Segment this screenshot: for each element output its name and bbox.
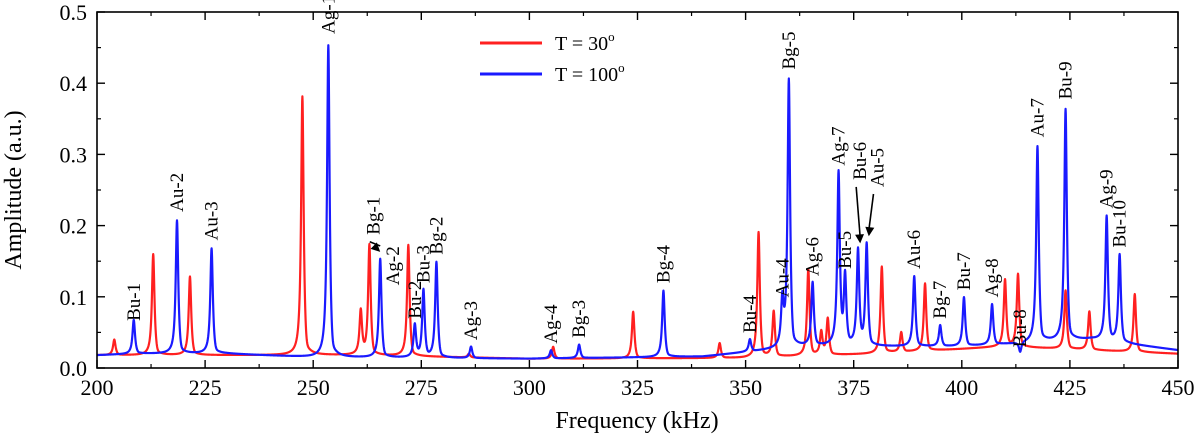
peak-label: Bu-8: [1010, 309, 1031, 347]
peak-label: Au-7: [1028, 98, 1049, 137]
peak-label: Au-5: [868, 148, 889, 187]
peak-label: Ag-1: [318, 0, 339, 34]
peak-label: Ag-4: [541, 304, 562, 344]
annotation-arrow-head: [855, 234, 864, 244]
peak-label: Au-4: [772, 258, 793, 298]
peak-label: Ag-7: [829, 127, 850, 166]
annotation-layer: Bu-1 Au-2 Au-3 Ag-1 Bg-1 Ag-2Bu-2Bu-3Bg-2 Ag-3…: [124, 0, 1131, 347]
legend-degree-superscript: o: [618, 60, 625, 75]
x-tick-label: 375: [837, 375, 870, 400]
legend-label-text: T = 30: [555, 33, 608, 55]
legend-label-text: T = 100: [555, 64, 618, 86]
peak-label: Bu-10: [1110, 200, 1131, 248]
annotation-arrow-line: [855, 186, 861, 238]
axis-layer: 200 225 250 275 300 325 350 375 400 425 450 0.0 0.1 0…: [60, 0, 1195, 400]
peak-label: Bg-5: [779, 32, 800, 70]
x-tick-label: 350: [729, 375, 762, 400]
y-tick-label: 0.3: [60, 142, 88, 167]
peak-label: Bg-3: [569, 300, 590, 338]
x-tick-label: 300: [513, 375, 546, 400]
series-2-group: [96, 44, 1179, 360]
y-tick-label: 0.5: [60, 0, 88, 25]
x-tick-label: 450: [1162, 375, 1195, 400]
series-layer: [96, 44, 1179, 360]
peak-label: Bu-6: [850, 142, 871, 180]
x-tick-label: 425: [1053, 375, 1086, 400]
peak-label: Bg-1: [364, 197, 385, 235]
peak-label: Bg-7: [930, 281, 951, 319]
y-tick-label: 0.4: [60, 71, 88, 96]
y-tick-label: 0.0: [60, 356, 88, 381]
peak-label: Bu-4: [740, 295, 761, 334]
peak-label: Bu-3: [414, 245, 435, 283]
x-tick-label: 250: [297, 375, 330, 400]
peak-label: Au-3: [202, 201, 223, 240]
peak-label: Bu-2: [405, 281, 426, 319]
peak-label: Ag-2: [383, 246, 404, 285]
peak-label: Bu-9: [1056, 61, 1077, 99]
peak-label: Ag-9: [1097, 169, 1118, 208]
peak-label: Bu-5: [835, 231, 856, 269]
peak-label: Au-6: [904, 230, 925, 269]
annotation-arrow-line: [868, 193, 875, 231]
peak-label: Bu-7: [954, 252, 975, 290]
annotation-arrow-head: [370, 242, 381, 252]
legend-label-2: T = 100o: [555, 60, 625, 86]
x-tick-label: 200: [81, 375, 114, 400]
annotation-arrow-head: [865, 226, 875, 237]
peak-label: Bu-1: [124, 283, 145, 321]
x-tick-label: 225: [189, 375, 222, 400]
x-tick-label: 275: [405, 375, 438, 400]
peak-label: Bg-2: [426, 217, 447, 255]
series-2-line: [96, 44, 1179, 360]
annotation-arrow-line: [369, 240, 381, 247]
x-tick-label: 325: [621, 375, 654, 400]
y-tick-label: 0.1: [60, 285, 88, 310]
x-axis-title: Frequency (kHz): [555, 408, 718, 434]
legend-label-1: T = 30o: [555, 29, 615, 55]
peak-label: Bg-4: [653, 245, 674, 284]
peak-label: Au-2: [167, 173, 188, 212]
legend-degree-superscript: o: [608, 29, 615, 44]
x-tick-label: 400: [945, 375, 978, 400]
y-tick-label: 0.2: [60, 214, 88, 239]
y-axis-title: Amplitude (a.u.): [1, 110, 27, 269]
peak-label: Ag-8: [982, 258, 1003, 297]
peak-label: Ag-6: [803, 237, 824, 276]
peak-label: Ag-3: [461, 301, 482, 340]
